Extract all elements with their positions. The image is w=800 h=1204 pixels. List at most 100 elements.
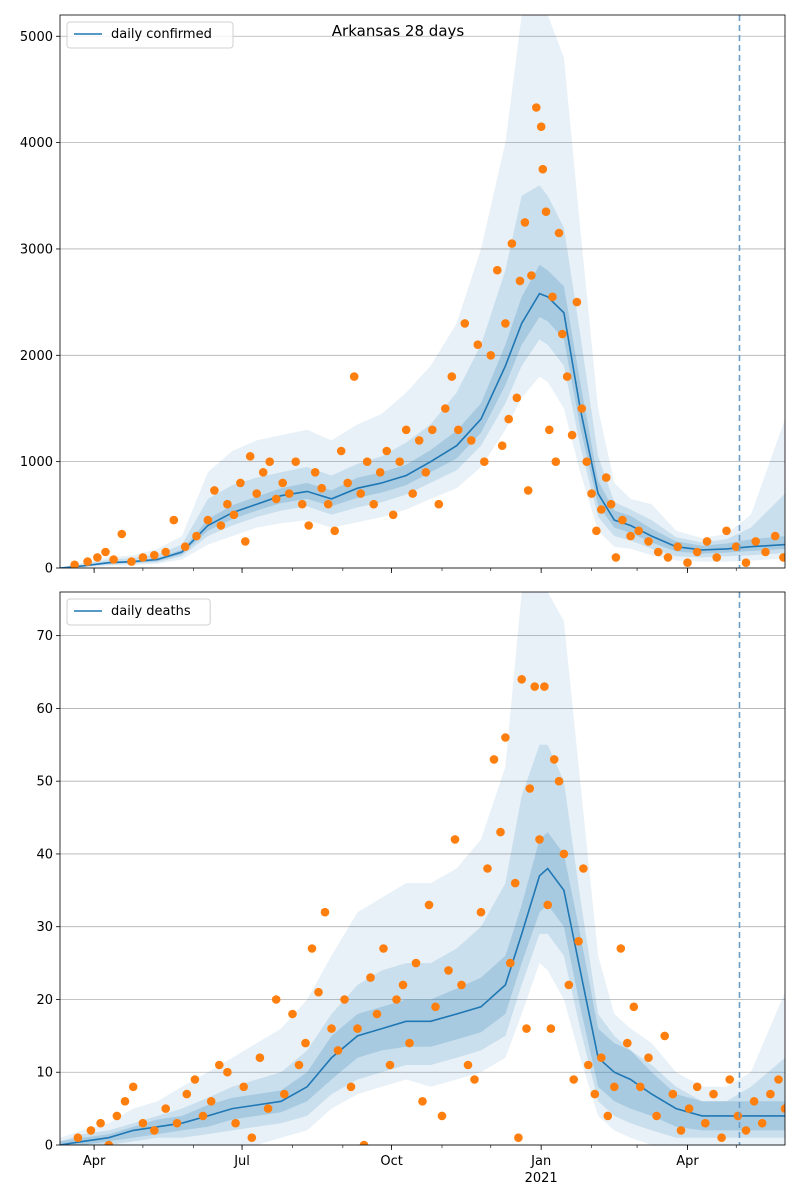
- data-point: [564, 980, 574, 990]
- data-point: [653, 547, 663, 557]
- data-point: [247, 1133, 257, 1142]
- data-point: [780, 1104, 785, 1113]
- plot-area: [60, 592, 785, 1145]
- data-point: [623, 1038, 632, 1048]
- data-point: [372, 1009, 382, 1019]
- uncertainty-band-3: [60, 264, 785, 568]
- data-point: [770, 531, 780, 541]
- data-point: [523, 486, 533, 495]
- data-point: [138, 553, 148, 562]
- data-point: [180, 542, 190, 551]
- data-point: [761, 547, 770, 557]
- data-point: [349, 372, 359, 381]
- data-point: [463, 1060, 473, 1070]
- data-point: [733, 1111, 743, 1121]
- data-point: [278, 478, 288, 488]
- data-point: [112, 1111, 122, 1121]
- data-point: [255, 1053, 265, 1062]
- data-point: [741, 1126, 751, 1135]
- y-tick-label: 2000: [20, 349, 53, 364]
- axes-frame: [59, 591, 786, 1146]
- data-point: [493, 265, 502, 275]
- data-point: [517, 675, 526, 684]
- data-point: [515, 276, 525, 286]
- data-point: [610, 1082, 619, 1092]
- data-point: [192, 531, 201, 541]
- data-point: [271, 995, 281, 1004]
- data-point: [86, 1126, 96, 1135]
- y-tick-label: 5000: [20, 30, 53, 45]
- data-point: [507, 239, 517, 248]
- y-tick-label: 20: [36, 993, 53, 1008]
- data-point: [702, 537, 712, 546]
- data-point: [258, 468, 268, 477]
- data-point: [385, 1060, 395, 1070]
- data-point: [766, 1089, 775, 1099]
- data-point: [229, 510, 239, 520]
- data-point: [527, 271, 536, 280]
- y-tick-label: 0: [45, 562, 53, 577]
- data-point: [483, 864, 492, 873]
- data-point: [731, 542, 741, 551]
- data-point: [265, 457, 275, 467]
- data-point: [644, 1053, 653, 1062]
- data-point: [634, 526, 643, 536]
- legend-label: daily deaths: [111, 604, 191, 619]
- data-point: [480, 457, 489, 467]
- legend-deaths: daily deaths: [66, 598, 211, 626]
- data-point: [314, 987, 323, 997]
- data-point: [741, 558, 751, 567]
- data-point: [501, 319, 510, 328]
- legend-box: [66, 598, 211, 626]
- data-point: [717, 1133, 726, 1142]
- data-point: [497, 441, 507, 451]
- data-point: [223, 1067, 232, 1077]
- data-point: [434, 499, 444, 509]
- data-point: [375, 468, 385, 477]
- data-point: [411, 958, 421, 968]
- data-point: [701, 1118, 710, 1128]
- figure-title: Arkansas 28 days: [332, 22, 465, 40]
- data-point: [467, 436, 476, 445]
- data-point: [587, 489, 596, 498]
- data-point: [522, 1024, 531, 1033]
- y-tick-label: 30: [36, 920, 53, 935]
- y-tick-label: 50: [36, 775, 53, 790]
- data-point: [549, 755, 559, 764]
- data-point: [236, 478, 245, 488]
- data-point: [525, 784, 535, 793]
- data-point: [668, 1089, 678, 1099]
- data-point: [546, 1024, 556, 1033]
- uncertainty-band-1: [60, 15, 785, 568]
- data-point: [431, 1002, 440, 1012]
- x-tick-label: Apr: [83, 1154, 106, 1169]
- data-point: [120, 1097, 130, 1106]
- data-point: [395, 457, 405, 467]
- data-point: [117, 529, 127, 539]
- data-point: [93, 553, 102, 562]
- data-point: [428, 425, 437, 435]
- data-point: [128, 1082, 138, 1092]
- y-tick-label: 60: [36, 702, 53, 717]
- data-point: [198, 1111, 208, 1121]
- data-point: [172, 1118, 182, 1128]
- uncertainty-band-1: [60, 592, 785, 1145]
- data-point: [109, 555, 118, 564]
- data-point: [722, 526, 731, 536]
- data-point: [182, 1089, 192, 1099]
- legend-label: daily confirmed: [111, 27, 212, 42]
- axes-frame: [59, 14, 786, 569]
- data-point: [441, 404, 450, 413]
- data-point: [540, 682, 549, 691]
- data-point: [401, 425, 411, 435]
- deaths-chart-panel: 0 10 20 30 40 50 60 70 Apr Jul Oct Jan 2021 Apr daily …: [36, 591, 786, 1186]
- data-point: [96, 1118, 105, 1128]
- data-point: [603, 1111, 613, 1121]
- data-point: [280, 1089, 289, 1099]
- data-point: [231, 1118, 240, 1128]
- data-point: [530, 682, 539, 691]
- data-point: [190, 1075, 200, 1084]
- data-point: [551, 457, 561, 467]
- data-point: [460, 319, 470, 328]
- data-point: [712, 553, 721, 562]
